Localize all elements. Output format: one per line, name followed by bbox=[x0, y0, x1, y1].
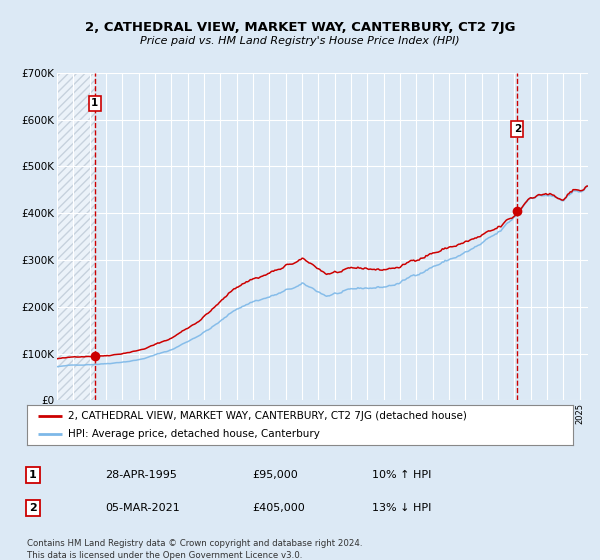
Text: 28-APR-1995: 28-APR-1995 bbox=[105, 470, 177, 480]
Text: HPI: Average price, detached house, Canterbury: HPI: Average price, detached house, Cant… bbox=[68, 430, 320, 439]
Text: 05-MAR-2021: 05-MAR-2021 bbox=[105, 503, 180, 513]
Text: 2: 2 bbox=[514, 124, 521, 134]
Text: £405,000: £405,000 bbox=[252, 503, 305, 513]
Bar bbox=[57, 73, 95, 400]
Text: Price paid vs. HM Land Registry's House Price Index (HPI): Price paid vs. HM Land Registry's House … bbox=[140, 36, 460, 46]
Text: 1: 1 bbox=[91, 98, 98, 108]
Text: 1: 1 bbox=[29, 470, 37, 480]
Text: Contains HM Land Registry data © Crown copyright and database right 2024.
This d: Contains HM Land Registry data © Crown c… bbox=[27, 539, 362, 560]
Text: 2, CATHEDRAL VIEW, MARKET WAY, CANTERBURY, CT2 7JG (detached house): 2, CATHEDRAL VIEW, MARKET WAY, CANTERBUR… bbox=[68, 411, 467, 421]
Text: £95,000: £95,000 bbox=[252, 470, 298, 480]
Text: 13% ↓ HPI: 13% ↓ HPI bbox=[372, 503, 431, 513]
Text: 2, CATHEDRAL VIEW, MARKET WAY, CANTERBURY, CT2 7JG: 2, CATHEDRAL VIEW, MARKET WAY, CANTERBUR… bbox=[85, 21, 515, 34]
Text: 2: 2 bbox=[29, 503, 37, 513]
Text: 10% ↑ HPI: 10% ↑ HPI bbox=[372, 470, 431, 480]
